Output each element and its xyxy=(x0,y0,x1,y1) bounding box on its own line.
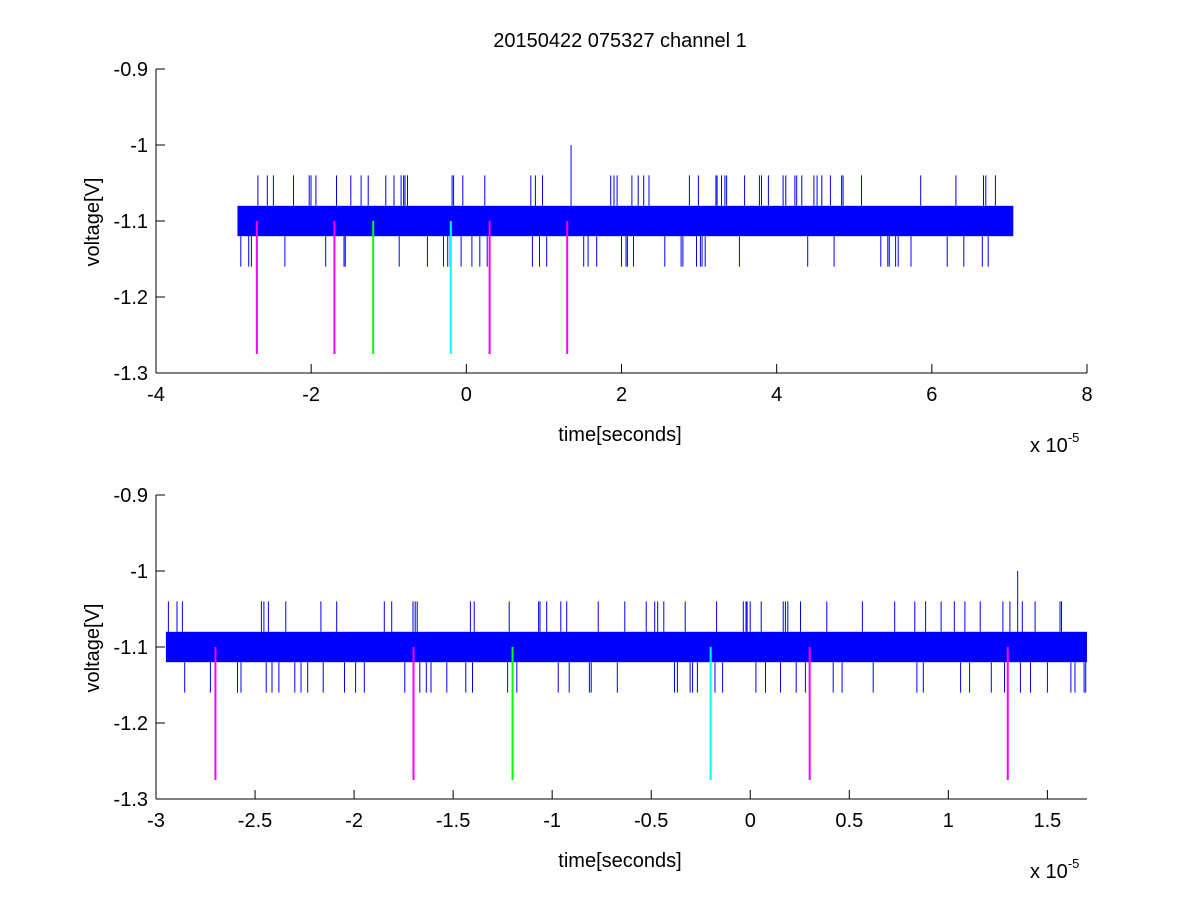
bottom-x-tick-label: 1 xyxy=(943,810,954,832)
bottom-event-markers xyxy=(214,647,1009,780)
bottom-x-tick-label: 0 xyxy=(745,810,756,832)
top-x-multiplier-exponent: -5 xyxy=(1068,430,1080,445)
top-y-tick-label: -1.3 xyxy=(114,363,148,385)
bottom-y-tick-label: -1.3 xyxy=(114,789,148,811)
bottom-trace-spikes xyxy=(167,601,1087,693)
top-x-axis-label: time[seconds] xyxy=(558,424,681,446)
top-axes: -4 -2 0 2 4 6 8 -1.3 -1.2 -1.1 -1 -0.9 time[seconds… xyxy=(82,59,1093,457)
bottom-y-axis-label: voltage[V] xyxy=(82,604,104,693)
top-trace-band xyxy=(237,205,1014,237)
bottom-x-multiplier-base: x 10 xyxy=(1030,861,1068,883)
top-ticks: -4 -2 0 2 4 6 8 -1.3 -1.2 -1.1 -1 -0.9 xyxy=(114,59,1093,406)
top-x-multiplier: x 10-5 xyxy=(1030,430,1079,457)
bottom-y-tick-label: -1.1 xyxy=(114,637,148,659)
bottom-x-tick-label: -1 xyxy=(543,810,561,832)
top-trace xyxy=(237,145,1014,267)
bottom-y-tick-label: -0.9 xyxy=(114,485,148,507)
top-x-multiplier-base: x 10 xyxy=(1030,435,1068,457)
bottom-x-tick-label: -0.5 xyxy=(634,810,668,832)
top-x-tick-label: 2 xyxy=(616,384,627,406)
top-event-markers xyxy=(255,221,569,354)
top-x-tick-label: 0 xyxy=(461,384,472,406)
top-x-tick-label: -4 xyxy=(147,384,165,406)
top-y-tick-label: -1 xyxy=(130,135,148,157)
top-trace-spikes xyxy=(240,175,996,267)
top-x-tick-label: 8 xyxy=(1081,384,1092,406)
bottom-x-tick-label: 1.5 xyxy=(1033,810,1061,832)
top-y-tick-label: -0.9 xyxy=(114,59,148,81)
top-x-tick-label: 4 xyxy=(771,384,782,406)
bottom-y-tick-label: -1 xyxy=(130,561,148,583)
bottom-trace xyxy=(165,571,1087,693)
bottom-axes: -3 -2.5 -2 -1.5 -1 -0.5 0 0.5 1 1.5 -1.3 -1.2 -1.1 -1… xyxy=(82,485,1087,883)
top-y-axis-label: voltage[V] xyxy=(82,178,104,267)
top-y-tick-label: -1.2 xyxy=(114,287,148,309)
bottom-x-tick-label: -1.5 xyxy=(436,810,470,832)
bottom-trace-band xyxy=(165,631,1087,663)
figure-title: 20150422 075327 channel 1 xyxy=(493,30,747,52)
bottom-x-tick-label: -2.5 xyxy=(238,810,272,832)
bottom-x-tick-label: -2 xyxy=(345,810,363,832)
bottom-x-tick-label: 0.5 xyxy=(835,810,863,832)
bottom-x-tick-label: -3 xyxy=(147,810,165,832)
top-y-tick-label: -1.1 xyxy=(114,211,148,233)
bottom-x-axis-label: time[seconds] xyxy=(558,850,681,872)
bottom-x-multiplier: x 10-5 xyxy=(1030,856,1079,883)
top-x-tick-label: -2 xyxy=(302,384,320,406)
bottom-ticks: -3 -2.5 -2 -1.5 -1 -0.5 0 0.5 1 1.5 -1.3 -1.2 -1.1 -1… xyxy=(114,485,1062,832)
bottom-x-multiplier-exponent: -5 xyxy=(1068,856,1080,871)
top-x-tick-label: 6 xyxy=(926,384,937,406)
bottom-y-tick-label: -1.2 xyxy=(114,713,148,735)
